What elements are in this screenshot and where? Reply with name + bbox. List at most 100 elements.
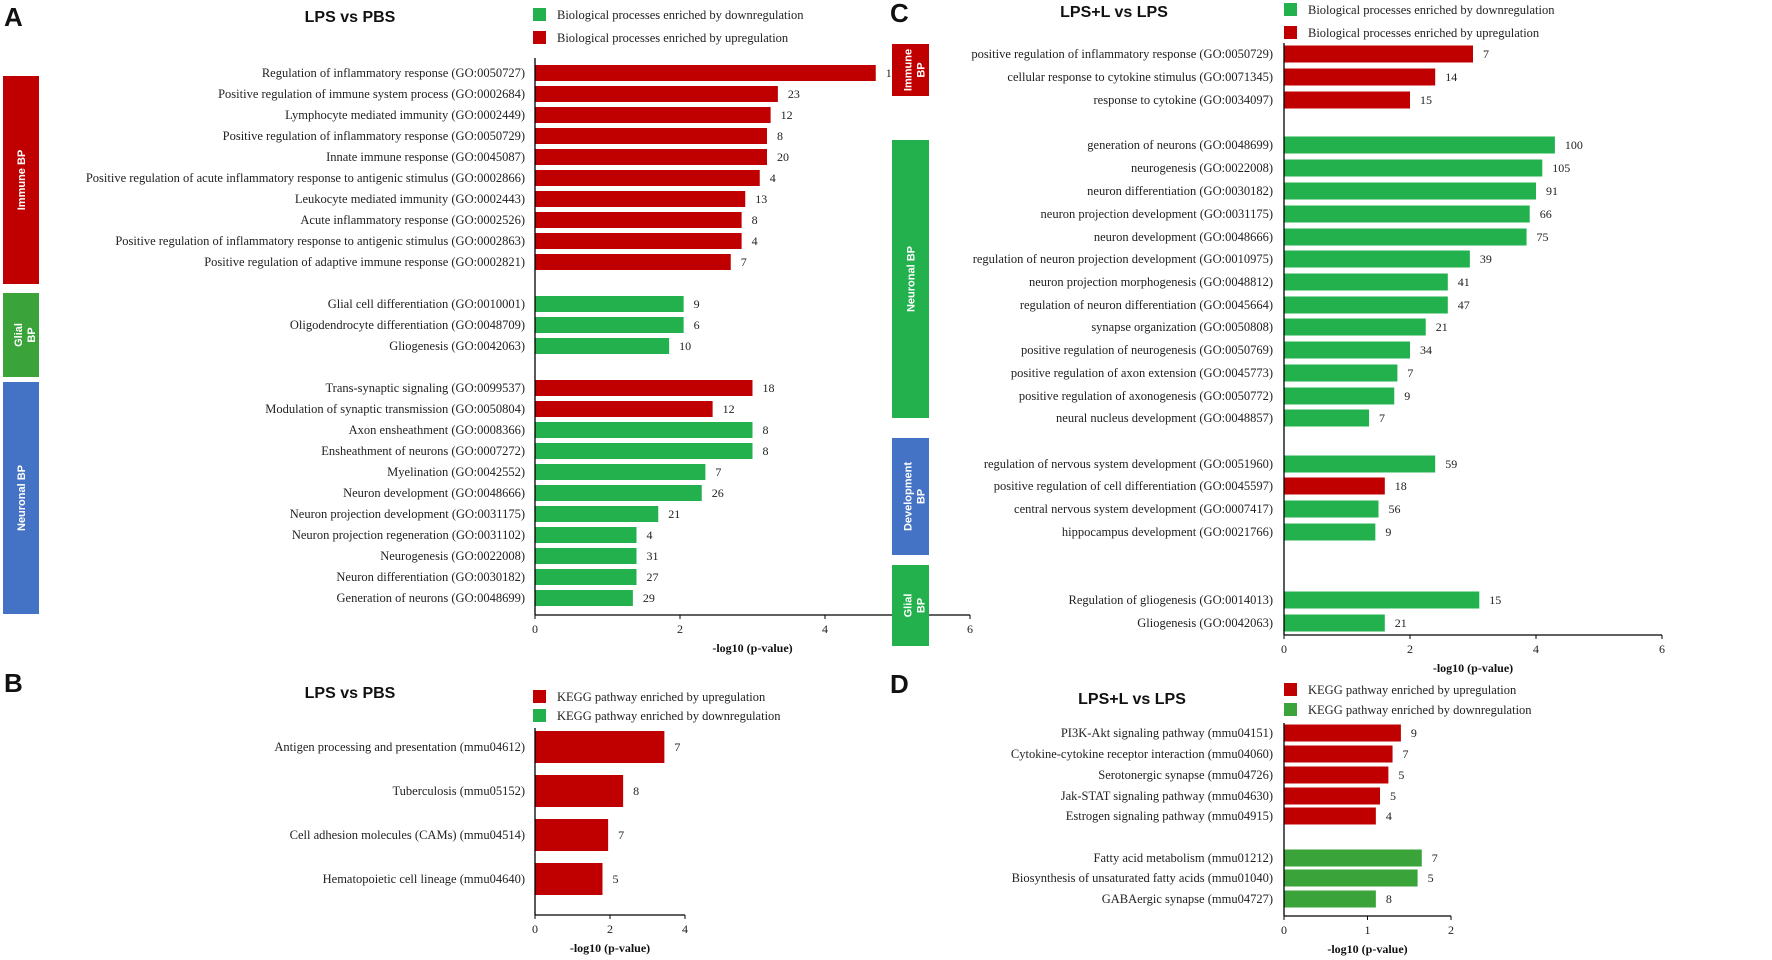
bar-label: generation of neurons (GO:0048699)	[1087, 138, 1273, 152]
bar-label: central nervous system development (GO:0…	[1014, 502, 1273, 516]
bar	[1284, 159, 1543, 177]
bar	[535, 464, 706, 480]
bar-label: Glial cell differentiation (GO:0010001)	[328, 297, 525, 311]
legend-label: KEGG pathway enriched by downregulation	[1308, 703, 1532, 717]
data-label: 5	[1428, 871, 1434, 885]
data-label: 7	[1379, 411, 1385, 425]
bar-label: Ensheathment of neurons (GO:0007272)	[321, 444, 525, 458]
bar-label: Fatty acid metabolism (mmu01212)	[1094, 851, 1274, 865]
x-tick-label: 6	[1659, 642, 1665, 656]
bar	[1284, 136, 1555, 154]
data-label: 4	[752, 234, 758, 248]
bar-label: PI3K-Akt signaling pathway (mmu04151)	[1061, 726, 1273, 740]
data-label: 4	[770, 171, 776, 185]
bar	[535, 819, 609, 851]
bar	[535, 548, 637, 564]
legend-label: KEGG pathway enriched by upregulation	[1308, 683, 1517, 697]
x-axis-label: -log10 (p-value)	[1433, 661, 1513, 675]
bar-label: Neuron projection development (GO:003117…	[290, 507, 525, 521]
data-label: 10	[679, 339, 691, 353]
x-axis-label: -log10 (p-value)	[712, 641, 792, 655]
bar-label: neuron projection development (GO:003117…	[1041, 207, 1273, 221]
data-label: 21	[1395, 616, 1407, 630]
chart-title: LPS vs PBS	[305, 9, 396, 26]
bar-label: Axon ensheathment (GO:0008366)	[349, 423, 525, 437]
bar	[535, 775, 624, 807]
bar-label: positive regulation of axonogenesis (GO:…	[1019, 389, 1273, 403]
chart-title: LPS vs PBS	[305, 685, 396, 702]
legend-swatch	[1284, 703, 1297, 716]
bar-label: Myelination (GO:0042552)	[387, 465, 525, 479]
data-label: 18	[1395, 479, 1407, 493]
bar	[535, 401, 713, 417]
x-tick-label: 0	[532, 622, 538, 636]
bar	[1284, 205, 1530, 223]
category-label: Neuronal BP	[16, 465, 28, 531]
bar	[1284, 766, 1389, 784]
data-label: 5	[1398, 768, 1404, 782]
data-label: 4	[647, 528, 653, 542]
bar	[1284, 890, 1376, 908]
data-label: 4	[1386, 809, 1392, 823]
bar-label: neurogenesis (GO:0022008)	[1131, 161, 1273, 175]
data-label: 100	[1565, 138, 1583, 152]
x-tick-label: 0	[1281, 923, 1287, 937]
legend-label: Biological processes enriched by downreg…	[1308, 3, 1555, 17]
x-tick-label: 2	[607, 922, 613, 936]
bar-label: neuron projection morphogenesis (GO:0048…	[1029, 275, 1273, 289]
x-tick-label: 4	[1533, 642, 1539, 656]
bar	[535, 254, 731, 270]
bar-label: Gliogenesis (GO:0042063)	[1137, 616, 1273, 630]
bar	[535, 527, 637, 543]
legend-label: Biological processes enriched by upregul…	[1308, 26, 1540, 40]
bar-label: synapse organization (GO:0050808)	[1091, 320, 1273, 334]
bar-label: Estrogen signaling pathway (mmu04915)	[1066, 809, 1273, 823]
data-label: 8	[763, 423, 769, 437]
bar	[1284, 745, 1393, 763]
x-tick-label: 4	[822, 622, 828, 636]
data-label: 66	[1540, 207, 1552, 221]
bar-label: Gliogenesis (GO:0042063)	[389, 339, 525, 353]
data-label: 26	[712, 486, 724, 500]
data-label: 7	[618, 828, 624, 842]
bar	[535, 86, 778, 102]
legend-label: Biological processes enriched by downreg…	[557, 8, 804, 22]
bar	[1284, 455, 1436, 473]
data-label: 7	[741, 255, 747, 269]
data-label: 27	[647, 570, 659, 584]
bar-label: Neuron development (GO:0048666)	[343, 486, 525, 500]
bar-label: neuron development (GO:0048666)	[1094, 230, 1273, 244]
bar-label: positive regulation of cell differentiat…	[994, 479, 1273, 493]
bar	[535, 149, 767, 165]
data-label: 91	[1546, 184, 1558, 198]
data-label: 7	[1483, 47, 1489, 61]
legend-swatch	[1284, 26, 1297, 39]
data-label: 9	[694, 297, 700, 311]
data-label: 12	[723, 402, 735, 416]
x-tick-label: 2	[677, 622, 683, 636]
bar	[535, 485, 702, 501]
bar-label: Biosynthesis of unsaturated fatty acids …	[1012, 871, 1273, 885]
legend-swatch	[533, 8, 546, 21]
category-box	[3, 293, 39, 377]
bar-label: Jak-STAT signaling pathway (mmu04630)	[1061, 789, 1273, 803]
bar	[1284, 614, 1385, 632]
data-label: 20	[777, 150, 789, 164]
data-label: 21	[668, 507, 680, 521]
data-label: 12	[781, 108, 793, 122]
category-label: Neuronal BP	[906, 246, 918, 312]
x-tick-label: 0	[532, 922, 538, 936]
bar	[1284, 477, 1385, 495]
bar-label: neuron differentiation (GO:0030182)	[1087, 184, 1273, 198]
data-label: 13	[755, 192, 767, 206]
category-box	[892, 438, 929, 555]
bar	[535, 380, 753, 396]
data-label: 8	[1386, 892, 1392, 906]
bar	[535, 191, 746, 207]
bar-label: hippocampus development (GO:0021766)	[1062, 525, 1273, 539]
bar	[1284, 91, 1410, 109]
category-label: GlialBP	[13, 323, 38, 347]
category-box	[892, 565, 929, 646]
panel-label: B	[4, 668, 23, 698]
